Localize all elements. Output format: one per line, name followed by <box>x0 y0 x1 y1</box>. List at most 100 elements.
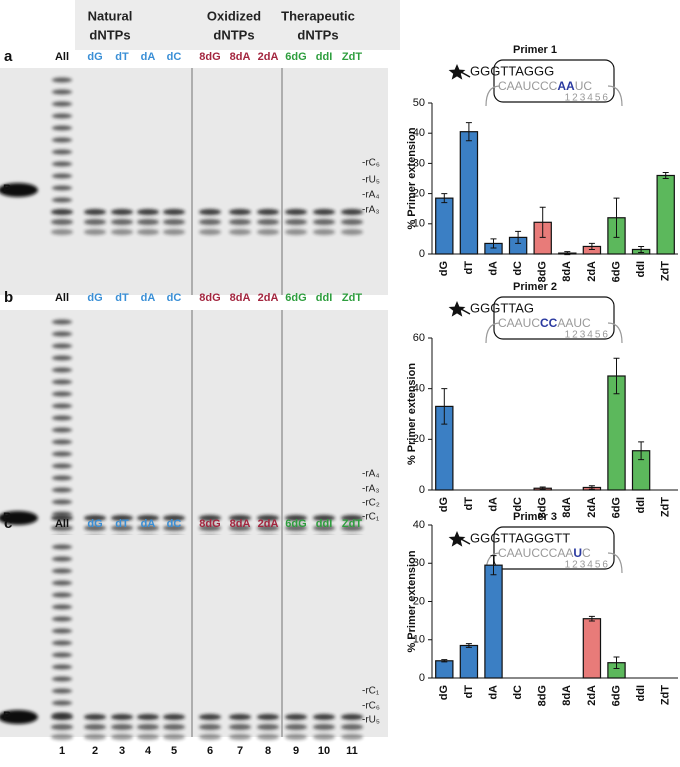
error-bar <box>638 245 645 253</box>
y-tick-label: 30 <box>413 157 425 169</box>
gel-band <box>341 219 363 225</box>
group-label: dNTPs <box>89 27 130 42</box>
lane-label: 2dA <box>258 51 279 63</box>
lane-number: 11 <box>346 745 358 757</box>
y-tick-label: 0 <box>419 248 425 260</box>
bar <box>582 618 602 679</box>
y-axis-label: % Primer extension <box>406 127 418 229</box>
band-label: -rU₅ <box>362 715 380 726</box>
y-axis-label: % Primer extension <box>406 550 418 652</box>
gel-band <box>199 724 221 730</box>
y-tick-label: 0 <box>419 484 425 496</box>
lane-label: dA <box>141 518 156 530</box>
y-tick-label: 20 <box>413 595 425 607</box>
gel-band <box>285 209 307 215</box>
star <box>448 64 466 80</box>
gel-band <box>285 724 307 730</box>
ladder-band <box>52 463 72 469</box>
bar <box>435 660 454 679</box>
ladder-band <box>52 556 72 562</box>
template-box <box>493 296 615 340</box>
band-label: -rA₃ <box>362 484 379 495</box>
band-label: -rC₆ <box>362 158 380 169</box>
gel-band <box>51 525 73 531</box>
group-label: Natural <box>88 8 133 23</box>
ladder-band <box>52 451 72 457</box>
gel-band <box>137 229 159 235</box>
ladder-band <box>52 355 72 361</box>
primer-blob <box>0 710 38 724</box>
gel-band <box>111 209 133 215</box>
error-bar <box>490 238 497 249</box>
template-arc <box>485 85 623 107</box>
gel-band <box>111 714 133 720</box>
lane-number: 1 <box>59 745 65 757</box>
error-bar <box>613 656 620 669</box>
lane-label: 6dG <box>285 292 306 304</box>
ladder-band <box>52 77 72 83</box>
panel-label: c <box>4 515 12 532</box>
x-tick-label: dA <box>487 685 499 700</box>
y-tick-label: 30 <box>413 557 425 569</box>
x-tick-label: 6dG <box>610 497 622 518</box>
bar <box>484 564 503 679</box>
gel-band <box>51 724 73 730</box>
template-part: CAAUCCC <box>498 79 558 93</box>
x-tick-label: 2dA <box>586 497 598 518</box>
lane-label: ddI <box>316 292 333 304</box>
lane-label: ddI <box>316 51 333 63</box>
lane-label: dT <box>115 292 129 304</box>
primer-blob <box>0 183 38 197</box>
gel-band <box>313 515 335 521</box>
gel-band <box>257 219 279 225</box>
ladder-band <box>52 367 72 373</box>
lane-label: 8dG <box>199 292 220 304</box>
lane-label: 6dG <box>285 51 306 63</box>
gel-band <box>257 229 279 235</box>
y-tick-label: 0 <box>419 672 425 684</box>
ladder-band <box>52 664 72 670</box>
x-tick-label: ZdT <box>660 685 672 705</box>
band-label: -rC₆ <box>362 701 380 712</box>
gel-band <box>285 219 307 225</box>
x-tick-label: 8dG <box>537 261 549 282</box>
gel-band <box>199 714 221 720</box>
band-label: -rU₅ <box>362 175 380 186</box>
gel-band <box>257 209 279 215</box>
template-seq: CAAUCCCAAUC <box>498 546 591 560</box>
chart-title: Primer 1 <box>513 44 557 56</box>
template-part: U <box>573 546 582 560</box>
gel-band <box>137 525 159 531</box>
gel-band <box>313 219 335 225</box>
linker <box>460 538 471 545</box>
error-bar <box>564 251 571 256</box>
x-tick-label: 8dA <box>561 261 573 282</box>
gel-band <box>229 515 251 521</box>
gel-band <box>313 209 335 215</box>
gel-band <box>341 515 363 521</box>
ladder-band <box>52 319 72 325</box>
lane-label: 8dA <box>230 51 251 63</box>
gel-band <box>137 219 159 225</box>
gel-band <box>229 724 251 730</box>
lane-label: dC <box>167 292 182 304</box>
template-part: CC <box>540 316 558 330</box>
lane-label: dA <box>141 292 156 304</box>
gel-band <box>84 724 106 730</box>
y-tick-label: 10 <box>413 218 425 230</box>
error-bar <box>441 659 448 663</box>
gel-band <box>313 714 335 720</box>
gel-band <box>199 229 221 235</box>
lane-label: dG <box>87 51 102 63</box>
star <box>448 531 466 547</box>
x-tick-label: ZdT <box>660 497 672 517</box>
template-part: AA <box>557 79 575 93</box>
template-box <box>493 526 615 570</box>
bar <box>459 131 479 255</box>
x-tick-label: dA <box>487 497 499 512</box>
ladder-band <box>52 544 72 550</box>
gel-band <box>163 219 185 225</box>
y-axis-label: % Primer extension <box>406 363 418 465</box>
bar <box>435 197 454 255</box>
